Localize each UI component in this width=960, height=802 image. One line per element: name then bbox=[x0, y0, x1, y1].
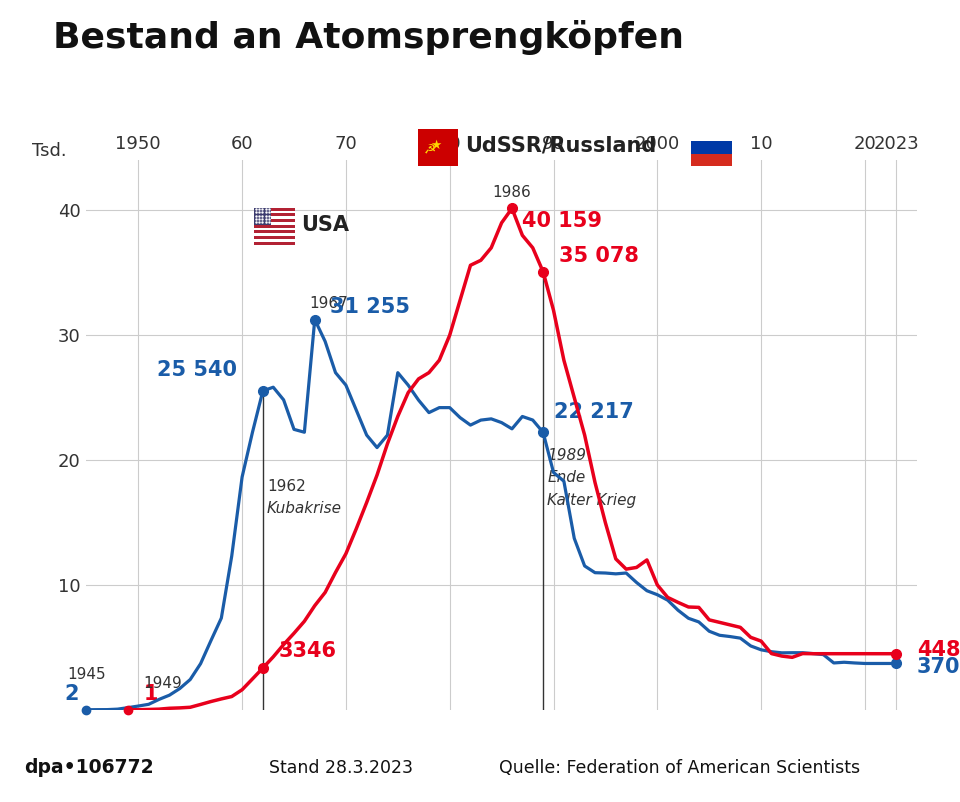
Text: 1986: 1986 bbox=[492, 184, 531, 200]
Text: 1989: 1989 bbox=[547, 448, 587, 463]
Text: dpa•106772: dpa•106772 bbox=[24, 759, 154, 777]
Text: 2: 2 bbox=[64, 683, 79, 703]
Text: Kalter Krieg: Kalter Krieg bbox=[547, 492, 636, 508]
Text: UdSSR/Russland: UdSSR/Russland bbox=[465, 136, 656, 156]
Bar bbox=[691, 141, 732, 154]
Bar bbox=[254, 208, 295, 211]
Text: ☭: ☭ bbox=[423, 143, 436, 156]
Text: 25 540: 25 540 bbox=[156, 359, 237, 379]
Bar bbox=[691, 154, 732, 166]
Text: Ende: Ende bbox=[547, 470, 586, 485]
Text: 1: 1 bbox=[143, 683, 158, 703]
Bar bbox=[254, 228, 295, 230]
Text: Quelle: Federation of American Scientists: Quelle: Federation of American Scientist… bbox=[499, 759, 860, 777]
Bar bbox=[254, 236, 295, 239]
Text: USA: USA bbox=[301, 215, 349, 234]
Text: 40 159: 40 159 bbox=[522, 211, 602, 231]
Bar bbox=[254, 241, 295, 245]
Bar bbox=[254, 230, 295, 233]
Bar bbox=[254, 208, 271, 225]
Text: 1945: 1945 bbox=[67, 667, 106, 683]
Text: Stand 28.3.2023: Stand 28.3.2023 bbox=[269, 759, 413, 777]
Bar bbox=[254, 222, 295, 225]
Text: 4489: 4489 bbox=[917, 640, 960, 660]
Text: ★: ★ bbox=[430, 140, 442, 152]
Bar bbox=[254, 233, 295, 236]
Bar bbox=[254, 211, 295, 213]
Text: 31 255: 31 255 bbox=[330, 297, 410, 317]
Text: 22 217: 22 217 bbox=[554, 403, 634, 423]
Bar bbox=[691, 129, 732, 141]
Text: 1949: 1949 bbox=[143, 676, 182, 691]
Text: Bestand an Atomsprengköpfen: Bestand an Atomsprengköpfen bbox=[53, 20, 684, 55]
Bar bbox=[254, 213, 295, 217]
Bar bbox=[254, 217, 295, 219]
Text: 3708: 3708 bbox=[917, 657, 960, 677]
Text: 35 078: 35 078 bbox=[559, 245, 638, 265]
Bar bbox=[254, 219, 295, 222]
Bar bbox=[254, 239, 295, 241]
Text: 3346: 3346 bbox=[278, 641, 336, 661]
Text: Tsd.: Tsd. bbox=[33, 143, 67, 160]
Bar bbox=[254, 225, 295, 228]
Text: 1962: 1962 bbox=[267, 479, 306, 494]
Text: 1967: 1967 bbox=[309, 296, 348, 311]
Text: Kubakrise: Kubakrise bbox=[267, 501, 342, 516]
